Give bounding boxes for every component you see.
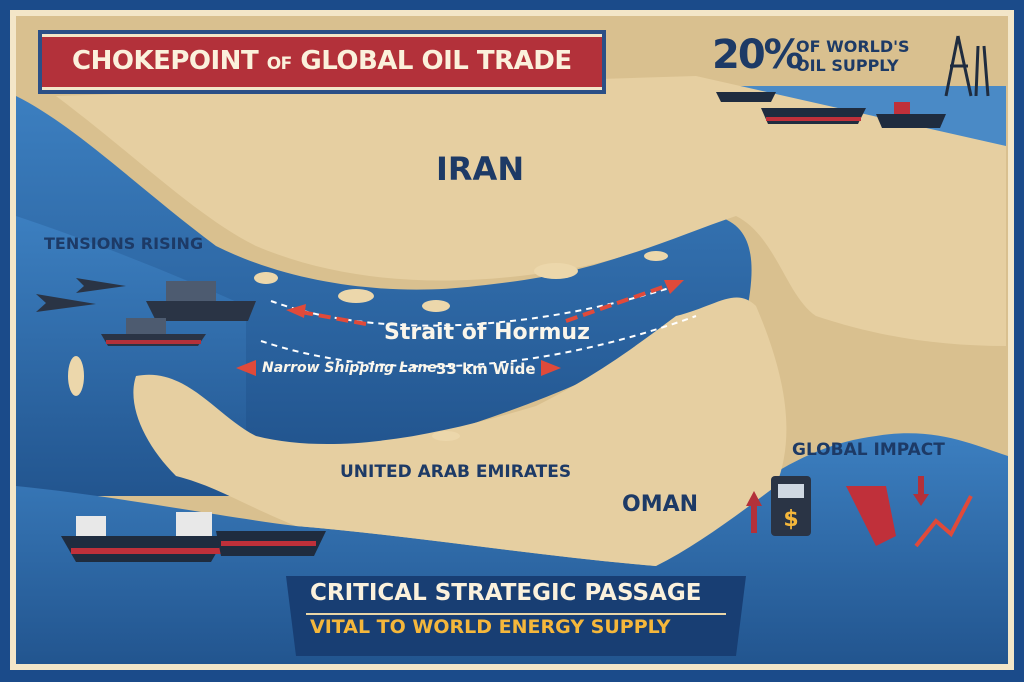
inset-ships-icon bbox=[716, 92, 946, 128]
shipping-lane-top bbox=[270, 285, 677, 327]
trend-up-icon bbox=[914, 495, 973, 548]
dollar-icon: $ bbox=[783, 507, 798, 532]
label-global-impact: GLOBAL IMPACT bbox=[792, 440, 945, 460]
oil-rig-icon bbox=[944, 35, 990, 97]
arrow-west-head bbox=[286, 304, 306, 318]
fighter-jets-icon bbox=[36, 278, 126, 312]
stat-value: 20% bbox=[712, 32, 804, 78]
width-arrow-right bbox=[541, 360, 561, 376]
label-oman: OMAN bbox=[622, 492, 699, 517]
title-text: CHOKEPOINT OF GLOBAL OIL TRADE bbox=[72, 46, 572, 76]
fuel-nozzle-icon bbox=[846, 486, 896, 546]
banner-line1: CRITICAL STRATEGIC PASSAGE bbox=[310, 580, 702, 606]
uae-land bbox=[133, 297, 787, 566]
oil-tankers-icon bbox=[61, 512, 326, 562]
islands bbox=[68, 251, 668, 441]
bottom-banner-bg bbox=[286, 576, 746, 656]
label-iran: IRAN bbox=[436, 150, 525, 188]
label-strait: Strait of Hormuz bbox=[384, 320, 590, 345]
bottom-banner: CRITICAL STRATEGIC PASSAGE VITAL TO WORL… bbox=[300, 574, 720, 652]
label-uae: UNITED ARAB EMIRATES bbox=[340, 462, 572, 482]
width-arrow-left bbox=[236, 360, 256, 376]
strait-map: $ bbox=[16, 16, 1008, 664]
warship-icon bbox=[101, 281, 256, 346]
arrow-east-head bbox=[664, 280, 684, 294]
banner-line2: VITAL TO WORLD ENERGY SUPPLY bbox=[310, 616, 671, 638]
stat-text: OF WORLD'S OIL SUPPLY bbox=[796, 37, 910, 75]
up-arrow-icon bbox=[751, 503, 757, 533]
global-impact-icons: $ bbox=[746, 476, 973, 548]
title-banner: CHOKEPOINT OF GLOBAL OIL TRADE bbox=[42, 34, 602, 90]
label-width: 33 km Wide bbox=[436, 360, 536, 378]
label-tensions: TENSIONS RISING bbox=[44, 234, 204, 253]
arrow-west bbox=[300, 310, 367, 326]
label-narrow-lane: Narrow Shipping Lane bbox=[262, 360, 437, 376]
iran-land bbox=[56, 76, 1006, 346]
down-arrow-icon bbox=[918, 476, 924, 496]
shipping-lane-bottom bbox=[260, 315, 697, 368]
